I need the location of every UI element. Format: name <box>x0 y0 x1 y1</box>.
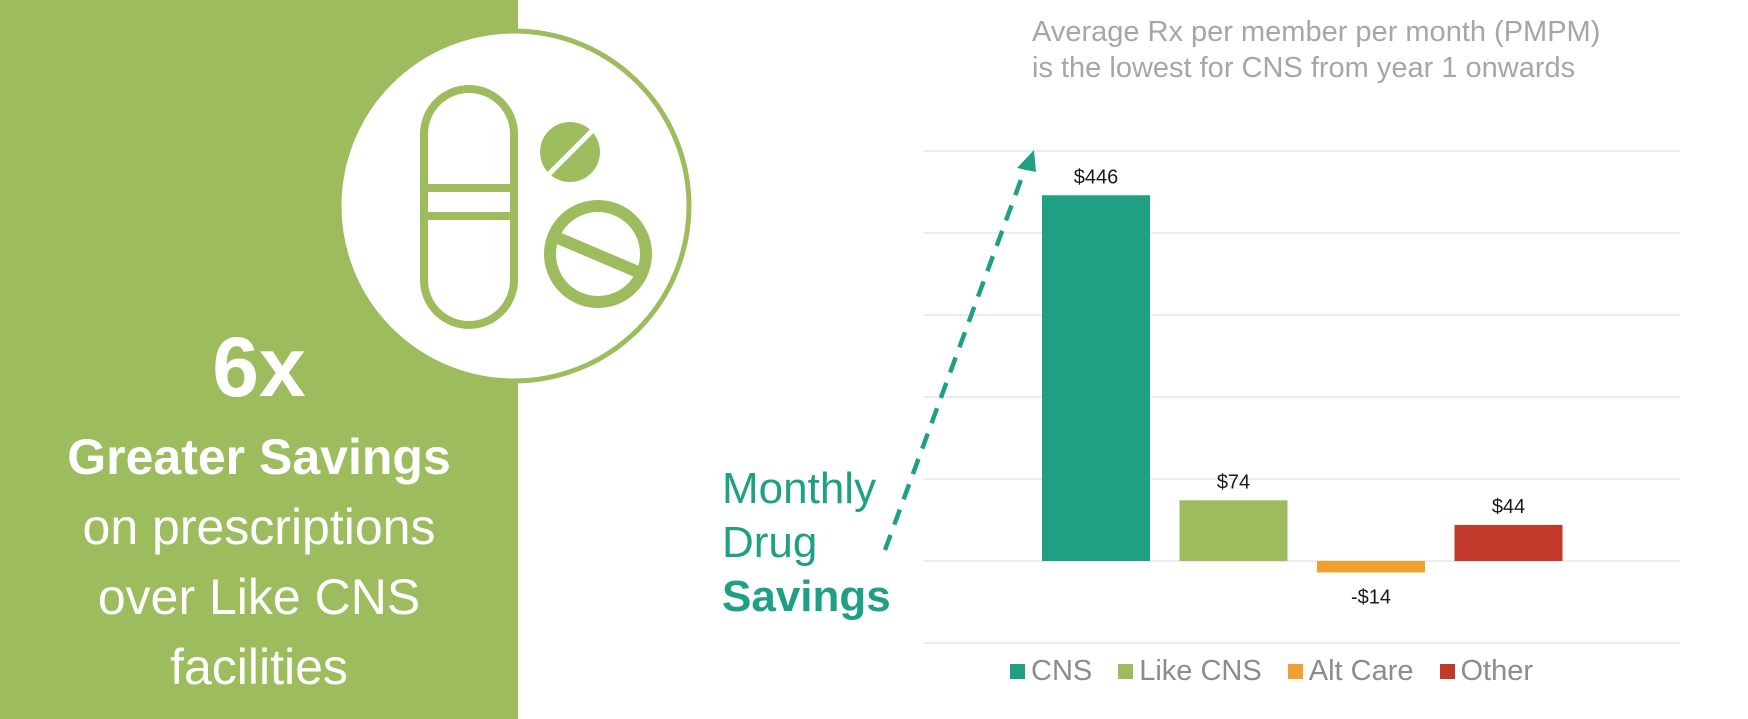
monthly-label-line-2: Drug <box>722 518 818 567</box>
legend-item: Alt Care <box>1287 655 1414 688</box>
pills-icon <box>336 28 692 384</box>
legend-label: Other <box>1460 655 1534 687</box>
bar-like-cns <box>1179 500 1288 561</box>
savings-heading: Greater Savings <box>67 429 451 485</box>
savings-description: Greater Savings on prescriptions over Li… <box>0 422 518 702</box>
chart-title-line-2: is the lowest for CNS from year 1 onward… <box>1032 52 1576 84</box>
savings-line-3: facilities <box>170 639 348 695</box>
dashed-arrow-head <box>1017 150 1036 172</box>
bar-cns <box>1042 195 1150 561</box>
dashed-arrow-line <box>882 165 1029 551</box>
monthly-drug-savings-label: Monthly Drug Savings <box>722 462 891 624</box>
data-label: -$14 <box>1351 586 1391 608</box>
data-label: $44 <box>1492 496 1525 518</box>
legend-item: Like CNS <box>1118 655 1262 688</box>
dashed-arrow <box>882 150 1036 551</box>
legend-swatch <box>1287 664 1303 679</box>
legend-swatch <box>1118 664 1134 679</box>
monthly-label-line-1: Monthly <box>722 464 877 513</box>
chart-data-labels: $446 $74 -$14 $44 <box>1074 166 1525 608</box>
legend-item: CNS <box>1010 655 1092 688</box>
data-label: $446 <box>1074 166 1119 188</box>
chart-legend: CNS Like CNS Alt Care Other <box>1010 655 1650 688</box>
chart-title: Average Rx per member per month (PMPM) i… <box>1032 14 1732 86</box>
legend-label: Like CNS <box>1139 655 1262 687</box>
data-label: $74 <box>1217 471 1250 493</box>
bar-alt-care <box>1317 561 1425 573</box>
legend-label: CNS <box>1031 655 1093 687</box>
chart-title-line-1: Average Rx per member per month (PMPM) <box>1032 16 1601 48</box>
chart-grid <box>924 150 1680 644</box>
legend-swatch <box>1010 664 1025 679</box>
savings-multiplier: 6x <box>212 320 306 414</box>
savings-line-2: over Like CNS <box>97 569 421 625</box>
legend-item: Other <box>1439 655 1534 688</box>
legend-swatch <box>1439 664 1455 679</box>
savings-line-1: on prescriptions <box>82 499 436 555</box>
monthly-label-line-3: Savings <box>722 572 891 621</box>
chart-bars <box>1042 195 1563 573</box>
legend-label: Alt Care <box>1308 655 1414 687</box>
bar-other <box>1454 524 1563 561</box>
